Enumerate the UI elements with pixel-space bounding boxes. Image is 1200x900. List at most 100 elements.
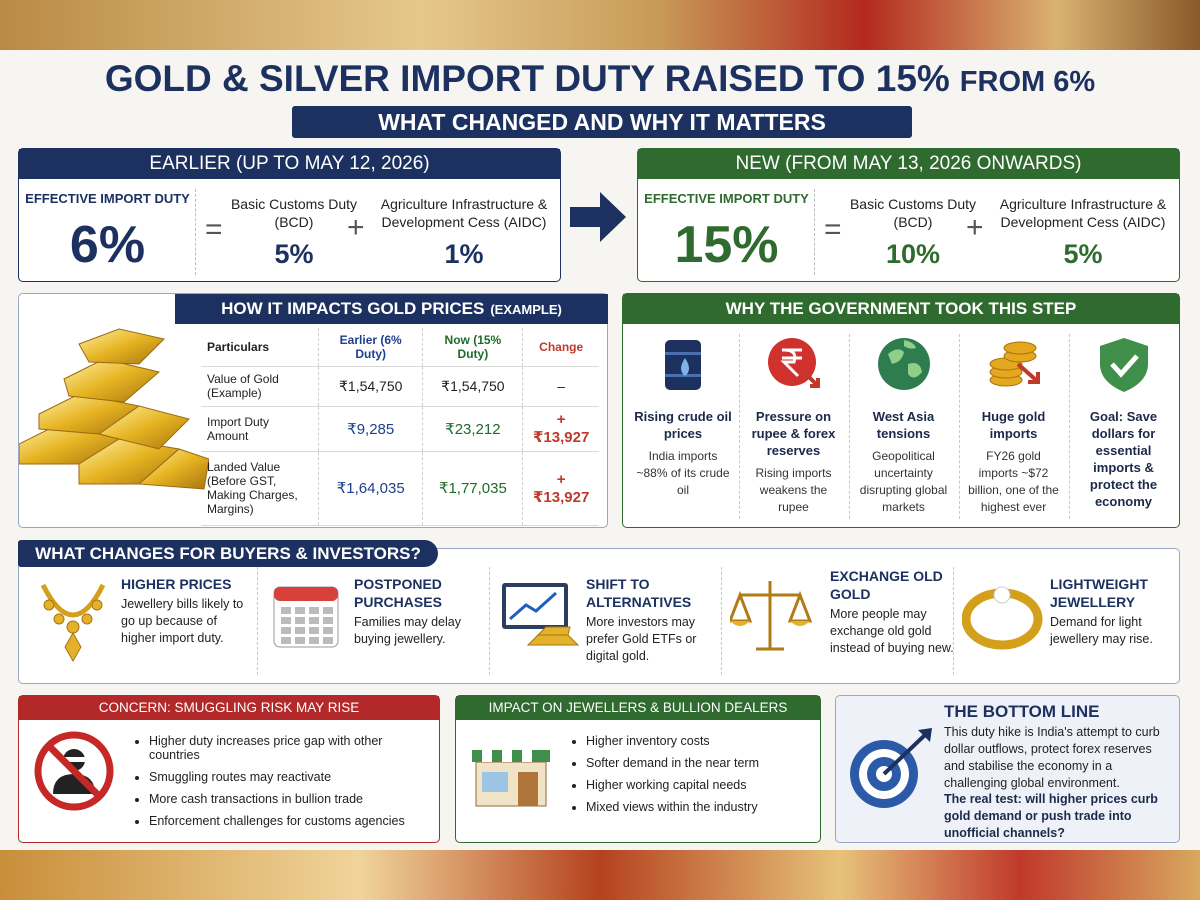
icon-part <box>309 607 319 614</box>
icon-part <box>850 728 932 808</box>
buyer-title: HIGHER PRICES <box>121 576 232 592</box>
why-icon <box>850 334 957 398</box>
icon-part <box>34 731 114 811</box>
icon-part <box>46 743 102 799</box>
icon-part <box>1003 341 1036 355</box>
new-duty-box: NEW (FROM MAY 13, 2026 ONWARDS) EFFECTIVE… <box>637 148 1180 282</box>
table-cell: ₹1,54,750 <box>422 366 523 407</box>
icon-part <box>993 586 1011 604</box>
concern-header: CONCERN: SMUGGLING RISK MAY RISE <box>19 696 439 720</box>
table-cell: Import Duty Amount <box>201 406 319 452</box>
icon-part <box>961 586 1043 650</box>
table-cell: ₹1,77,035 <box>422 451 523 526</box>
buyer-icon <box>33 575 117 670</box>
icon-part <box>295 627 305 634</box>
table-row: Value of Gold (Example) ₹1,54,750 ₹1,54,75… <box>201 366 599 407</box>
buyer-text: More people may exchange old gold instea… <box>830 607 954 655</box>
why-icon <box>960 334 1067 398</box>
icon-part <box>323 637 333 644</box>
buyer-text: More investors may prefer Gold ETFs or d… <box>586 615 697 663</box>
bcd-value: 10% <box>885 239 941 269</box>
buyers-header: WHAT CHANGES FOR BUYERS & INVESTORS? <box>18 540 438 567</box>
icon-part <box>281 637 291 644</box>
equals-sign: = <box>205 213 223 246</box>
impact-box: HOW IT IMPACTS GOLD PRICES (EXAMPLE) Part… <box>18 293 608 528</box>
why-item: Pressure on rupee & forex reserves Rising… <box>739 334 847 519</box>
concern-list: Higher duty increases price gap with oth… <box>131 734 433 836</box>
why-title: Rising crude oil prices <box>634 409 732 441</box>
arrow <box>570 192 626 242</box>
icon-part <box>63 757 85 762</box>
buyer-item: HIGHER PRICES Jewellery bills likely to g… <box>25 567 253 675</box>
icon-part <box>53 613 65 625</box>
icon-part <box>665 374 701 377</box>
icon-part <box>482 750 492 762</box>
list-item: Softer demand in the near term <box>586 756 814 770</box>
icon-part <box>522 750 532 762</box>
icon-part <box>18 328 210 490</box>
column-header: Change <box>522 328 599 367</box>
icon-part <box>81 613 93 625</box>
effective-label: EFFECTIVE IMPORT DUTY <box>644 191 809 206</box>
icon-part <box>309 617 319 624</box>
table-cell: – <box>522 366 599 407</box>
why-header: WHY THE GOVERNMENT TOOK THIS STEP <box>623 294 1179 324</box>
list-item: Mixed views within the industry <box>586 800 814 814</box>
aidc-value: 1% <box>444 239 484 269</box>
icon-part <box>482 772 508 792</box>
icon-part <box>882 732 928 776</box>
table-row: Landed Value (Before GST, Making Charges… <box>201 451 599 526</box>
icon-part <box>295 617 305 624</box>
equals-sign: = <box>824 213 842 246</box>
icon-part <box>43 599 103 663</box>
gold-bars <box>18 324 210 524</box>
aidc-label: Agriculture Infrastructure & Development… <box>380 196 548 230</box>
icon-part <box>918 728 932 742</box>
list-item: Smuggling routes may reactivate <box>149 770 433 784</box>
buyer-icon <box>498 575 582 670</box>
buyer-item: POSTPONED PURCHASES Families may delay bu… <box>257 567 485 675</box>
why-icon <box>1070 334 1177 398</box>
list-item: Higher duty increases price gap with oth… <box>149 734 433 762</box>
buyer-text-block: HIGHER PRICES Jewellery bills likely to g… <box>121 575 246 647</box>
bottom-line-text: This duty hike is India's attempt to cur… <box>944 725 1160 790</box>
column-header: Particulars <box>201 328 319 367</box>
aidc-label: Agriculture Infrastructure & Development… <box>999 196 1167 230</box>
buyer-icon <box>266 575 350 670</box>
table-header-row: Particulars Earlier (6% Duty) Now (15% Dut… <box>201 328 599 367</box>
icon-part <box>779 348 802 378</box>
icon-part <box>274 587 338 601</box>
list-item: Enforcement challenges for customs agenc… <box>149 814 433 828</box>
icon-part <box>295 607 305 614</box>
buyer-text: Families may delay buying jewellery. <box>354 615 461 646</box>
icon-part <box>295 637 305 644</box>
concern-icon <box>31 728 117 819</box>
why-text: Rising imports weakens the rupee <box>755 466 832 514</box>
icon-part <box>1099 338 1148 392</box>
table-cell: ₹23,212 <box>422 406 523 452</box>
buyer-text-block: EXCHANGE OLD GOLD More people may exchang… <box>830 567 955 657</box>
icon-part <box>802 370 820 388</box>
icon-part <box>526 634 580 646</box>
icon-part <box>681 358 689 376</box>
why-text: India imports ~88% of its crude oil <box>636 449 730 497</box>
why-item: Goal: Save dollars for essential imports… <box>1069 334 1177 519</box>
table-cell: +₹13,927 <box>522 406 599 452</box>
why-title: Huge gold imports <box>981 409 1046 441</box>
table-cell: ₹1,64,035 <box>317 451 423 526</box>
bcd-label: Basic Customs Duty (BCD) <box>849 196 977 230</box>
buyer-text-block: SHIFT TO ALTERNATIVES More investors may … <box>586 575 711 665</box>
concern-box: CONCERN: SMUGGLING RISK MAY RISE Higher d… <box>18 695 440 843</box>
icon-part <box>740 581 800 651</box>
buyer-icon <box>727 575 814 670</box>
icon-part <box>989 341 1040 387</box>
buyer-title: EXCHANGE OLD GOLD <box>830 568 943 602</box>
divider <box>195 189 196 275</box>
effective-label: EFFECTIVE IMPORT DUTY <box>25 191 190 206</box>
icon-part <box>1016 362 1040 384</box>
icon-part <box>502 750 512 762</box>
title-suffix: FROM 6% <box>959 66 1096 98</box>
why-title: Pressure on rupee & forex reserves <box>751 409 836 458</box>
buyer-item: SHIFT TO ALTERNATIVES More investors may … <box>489 567 717 675</box>
